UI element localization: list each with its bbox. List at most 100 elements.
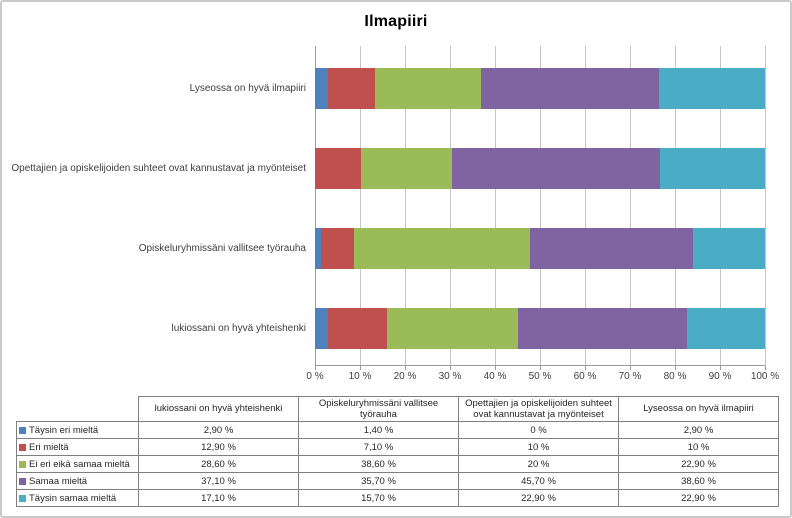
value-cell: 45,70 % bbox=[458, 472, 619, 490]
stacked-bar bbox=[315, 148, 765, 189]
bar-segment bbox=[328, 68, 375, 109]
axis-tick bbox=[675, 366, 676, 370]
row-label: Täysin samaa mieltä bbox=[29, 492, 117, 504]
bar-segment bbox=[315, 68, 329, 109]
bar-segment bbox=[693, 228, 765, 269]
row-label: Täysin eri mieltä bbox=[29, 424, 99, 436]
bar-segment bbox=[530, 228, 694, 269]
table-body: Täysin eri mieltä 2,90 % 1,40 % 0 % 2,90 % Er… bbox=[16, 421, 779, 507]
table-header-cell: Opiskeluryhmissäni vallitsee työrauha bbox=[298, 396, 459, 422]
value-cell: 37,10 % bbox=[138, 472, 299, 490]
bar-segment bbox=[660, 148, 765, 189]
value-cell: 20 % bbox=[458, 455, 619, 473]
axis-tick bbox=[585, 366, 586, 370]
table-header-cell: Lyseossa on hyvä ilmapiiri bbox=[618, 396, 779, 422]
value-cell: 7,10 % bbox=[298, 438, 459, 456]
row-label-cell: Eri mieltä bbox=[16, 438, 139, 456]
table-header-row: lukiossani on hyvä yhteishenki Opiskelury… bbox=[16, 396, 779, 422]
value-cell: 2,90 % bbox=[618, 421, 779, 439]
table-row: Ei eri eikä samaa mieltä 28,60 % 38,60 % 20… bbox=[16, 455, 779, 473]
value-cell: 22,90 % bbox=[618, 455, 779, 473]
plot-area bbox=[315, 46, 766, 370]
value-cell: 10 % bbox=[458, 438, 619, 456]
gridline bbox=[585, 46, 586, 366]
bar-segment bbox=[374, 68, 481, 109]
legend-key-icon bbox=[19, 443, 26, 451]
value-cell: 22,90 % bbox=[458, 489, 619, 507]
legend-key-icon bbox=[19, 426, 26, 434]
x-tick-label: 10 % bbox=[348, 371, 372, 382]
row-label-cell: Ei eri eikä samaa mieltä bbox=[16, 455, 139, 473]
axis-tick bbox=[360, 366, 361, 370]
bar-segment bbox=[315, 148, 361, 189]
x-tick-label: 80 % bbox=[663, 371, 687, 382]
x-tick-label: 70 % bbox=[618, 371, 642, 382]
x-tick-label: 30 % bbox=[438, 371, 462, 382]
gridline bbox=[450, 46, 451, 366]
axis-tick bbox=[765, 366, 766, 370]
gridline bbox=[720, 46, 721, 366]
stacked-bar bbox=[315, 228, 765, 269]
gridline bbox=[765, 46, 766, 366]
bar-segment bbox=[315, 228, 322, 269]
value-cell: 1,40 % bbox=[298, 421, 459, 439]
axis-tick bbox=[540, 366, 541, 370]
bar-segment bbox=[360, 148, 452, 189]
x-tick-label: 50 % bbox=[528, 371, 552, 382]
x-tick-label: 40 % bbox=[483, 371, 507, 382]
row-label: Ei eri eikä samaa mieltä bbox=[29, 458, 130, 470]
axis-tick bbox=[450, 366, 451, 370]
y-axis-line bbox=[315, 46, 316, 366]
value-cell: 2,90 % bbox=[138, 421, 299, 439]
category-label: Opettajien ja opiskelijoiden suhteet ova… bbox=[11, 163, 306, 174]
value-cell: 10 % bbox=[618, 438, 779, 456]
bar-segment bbox=[451, 148, 661, 189]
bar-segment bbox=[328, 308, 388, 349]
axis-tick bbox=[495, 366, 496, 370]
bar-segment bbox=[387, 308, 518, 349]
bar-segment bbox=[353, 228, 531, 269]
axis-tick bbox=[315, 366, 316, 370]
x-tick-label: 20 % bbox=[393, 371, 417, 382]
value-cell: 0 % bbox=[458, 421, 619, 439]
row-label-cell: Täysin eri mieltä bbox=[16, 421, 139, 439]
value-cell: 35,70 % bbox=[298, 472, 459, 490]
table-row: Täysin eri mieltä 2,90 % 1,40 % 0 % 2,90 % bbox=[16, 421, 779, 439]
x-tick-label: 60 % bbox=[573, 371, 597, 382]
axis-tick bbox=[405, 366, 406, 370]
table-row: Eri mieltä 12,90 % 7,10 % 10 % 10 % bbox=[16, 438, 779, 456]
x-tick-label: 0 % bbox=[306, 371, 324, 382]
table-corner-cell bbox=[16, 396, 139, 422]
axis-tick bbox=[720, 366, 721, 370]
row-label: Samaa mieltä bbox=[29, 475, 88, 487]
data-table: lukiossani on hyvä yhteishenki Opiskelury… bbox=[16, 396, 779, 507]
table-row: Täysin samaa mieltä 17,10 % 15,70 % 22,90 %… bbox=[16, 489, 779, 507]
row-label-cell: Samaa mieltä bbox=[16, 472, 139, 490]
legend-key-icon bbox=[19, 494, 26, 502]
axis-tick bbox=[630, 366, 631, 370]
value-cell: 12,90 % bbox=[138, 438, 299, 456]
bar-segment bbox=[480, 68, 660, 109]
value-cell: 17,10 % bbox=[138, 489, 299, 507]
table-header-cell: Opettajien ja opiskelijoiden suhteet ova… bbox=[458, 396, 619, 422]
gridline bbox=[360, 46, 361, 366]
value-cell: 38,60 % bbox=[618, 472, 779, 490]
bar-segment bbox=[659, 68, 765, 109]
gridline bbox=[630, 46, 631, 366]
bar-segment bbox=[315, 308, 329, 349]
value-cell: 38,60 % bbox=[298, 455, 459, 473]
table-row: Samaa mieltä 37,10 % 35,70 % 45,70 % 38,60 % bbox=[16, 472, 779, 490]
row-label: Eri mieltä bbox=[29, 441, 69, 453]
chart-title: Ilmapiiri bbox=[364, 13, 428, 30]
category-label: Lyseossa on hyvä ilmapiiri bbox=[189, 83, 306, 94]
row-label-cell: Täysin samaa mieltä bbox=[16, 489, 139, 507]
legend-key-icon bbox=[19, 460, 26, 468]
gridline bbox=[495, 46, 496, 366]
x-tick-label: 100 % bbox=[750, 371, 780, 382]
gridline bbox=[675, 46, 676, 366]
value-cell: 28,60 % bbox=[138, 455, 299, 473]
value-cell: 22,90 % bbox=[618, 489, 779, 507]
bar-segment bbox=[321, 228, 354, 269]
gridline bbox=[405, 46, 406, 366]
